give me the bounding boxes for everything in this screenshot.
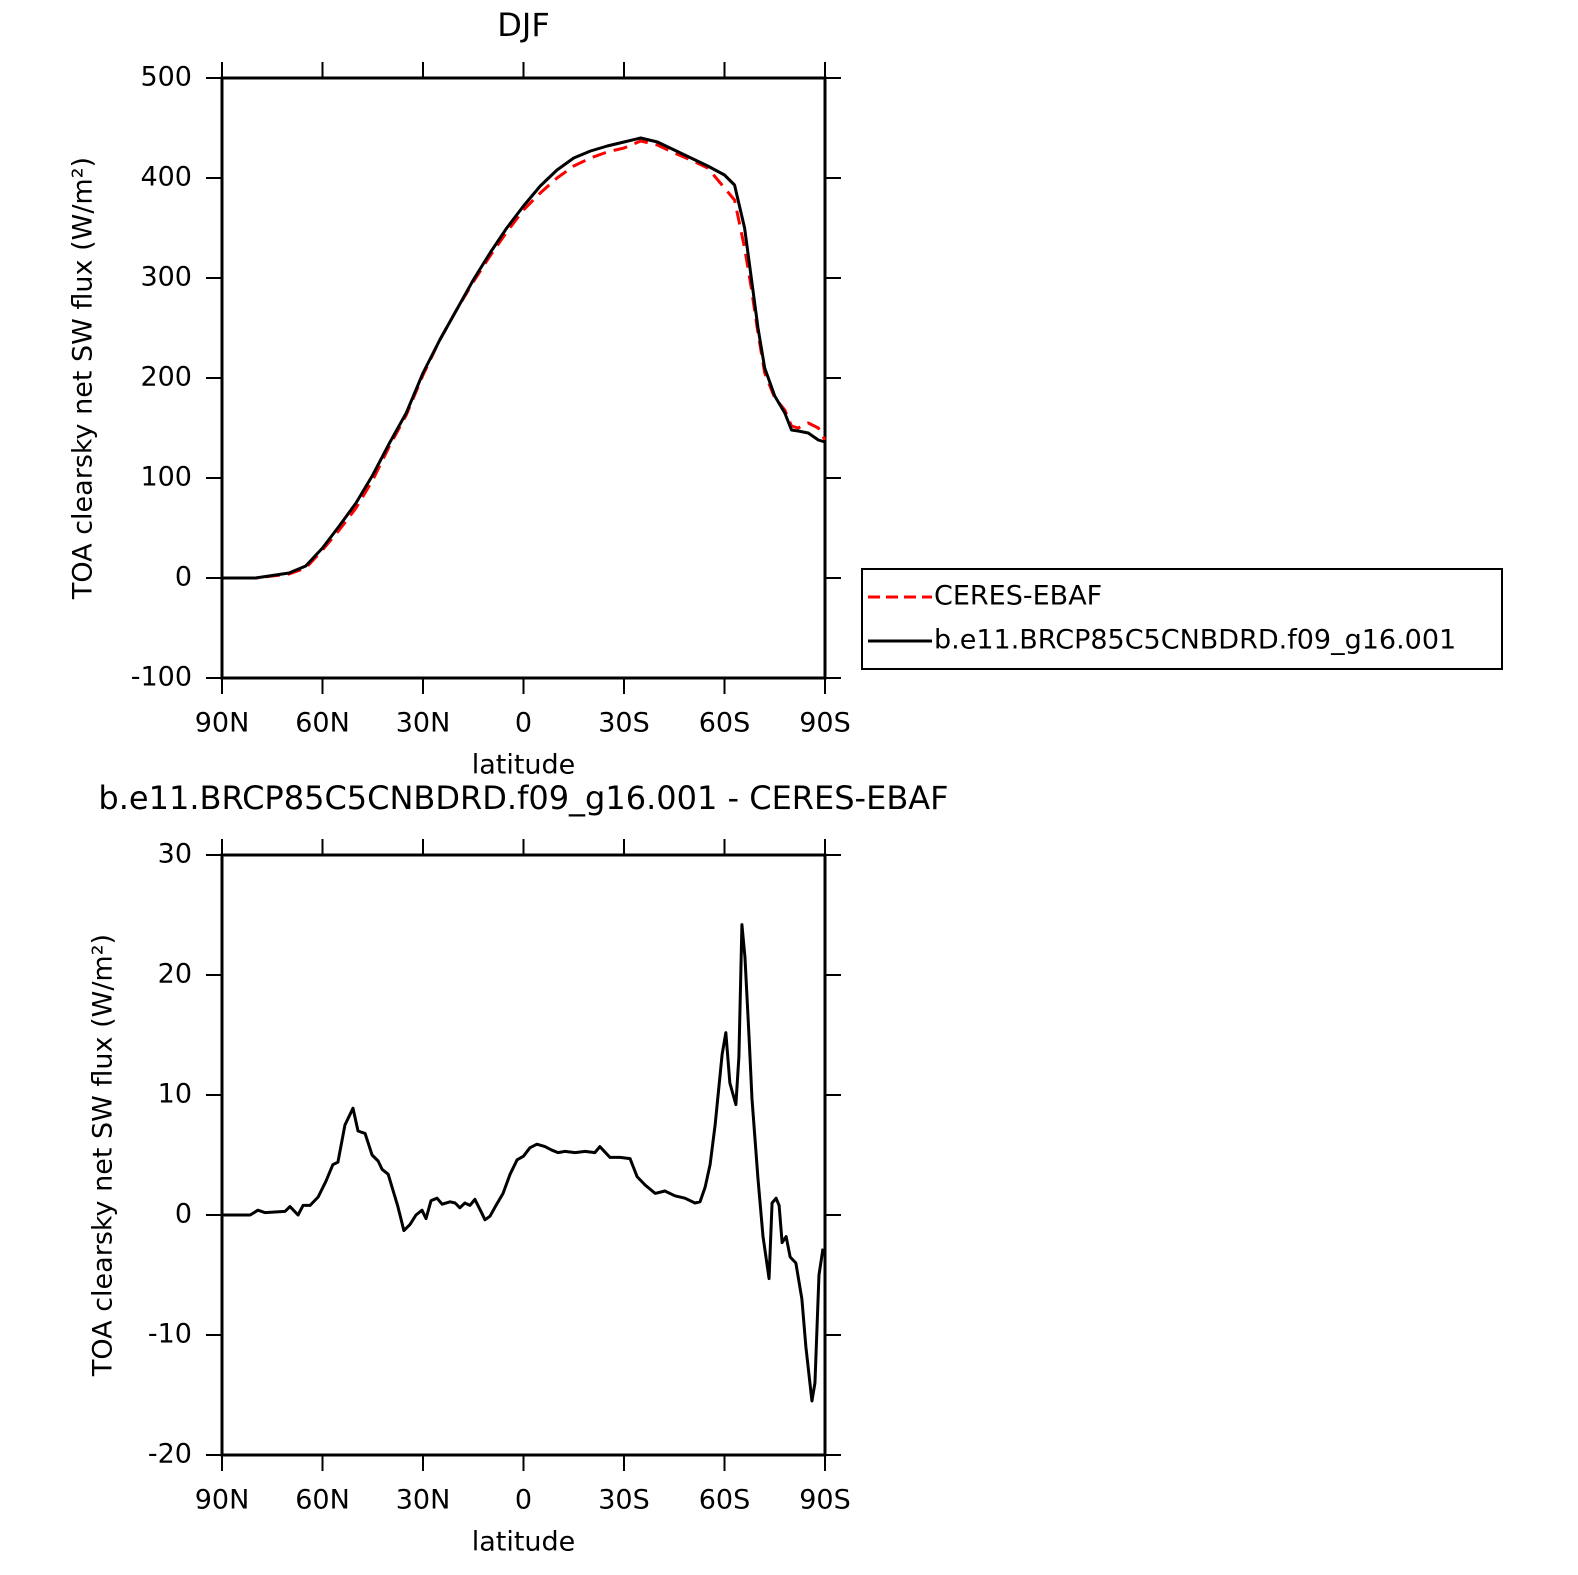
y-tick-label: 10 (158, 1079, 192, 1110)
y-tick-label: 400 (140, 162, 192, 193)
x-tick-label: 60N (295, 1485, 350, 1516)
y-tick-label: 200 (140, 362, 192, 393)
y-tick-label: -100 (131, 662, 192, 693)
y-axis-label: TOA clearsky net SW flux (W/m²) (68, 157, 99, 600)
x-tick-label: 90N (195, 708, 250, 739)
x-tick-label: 90N (195, 1485, 250, 1516)
data-line (222, 139, 827, 580)
y-tick-label: 0 (175, 562, 192, 593)
x-tick-label: 0 (515, 1485, 532, 1516)
x-tick-label: 60S (699, 1485, 751, 1516)
y-axis-label: TOA clearsky net SW flux (W/m²) (88, 934, 119, 1377)
y-tick-label: 300 (140, 262, 192, 293)
x-tick-label: 60N (295, 708, 350, 739)
x-tick-label: 30S (598, 1485, 650, 1516)
legend-label: CERES-EBAF (934, 581, 1102, 612)
y-tick-label: -20 (148, 1439, 192, 1470)
x-tick-label: 90S (799, 708, 851, 739)
x-axis-label: latitude (472, 1527, 576, 1558)
y-tick-label: 20 (158, 959, 192, 990)
plot-frame (220, 853, 827, 1457)
data-line (222, 136, 826, 580)
x-tick-label: 60S (699, 708, 751, 739)
legend-box (861, 568, 1503, 670)
chart-title: b.e11.BRCP85C5CNBDRD.f09_g16.001 - CERES… (98, 779, 948, 817)
legend-label: b.e11.BRCP85C5CNBDRD.f09_g16.001 (934, 625, 1456, 656)
x-tick-label: 0 (515, 708, 532, 739)
plot-frame (220, 76, 827, 680)
y-tick-label: 30 (158, 839, 192, 870)
y-tick-label: -10 (148, 1319, 192, 1350)
y-tick-label: 500 (140, 62, 192, 93)
y-tick-label: 0 (175, 1199, 192, 1230)
x-axis-label: latitude (472, 750, 576, 781)
chart-title: DJF (497, 6, 549, 44)
x-tick-label: 30S (598, 708, 650, 739)
x-tick-label: 30N (396, 1485, 451, 1516)
data-line (222, 923, 825, 1403)
y-tick-label: 100 (140, 462, 192, 493)
x-tick-label: 90S (799, 1485, 851, 1516)
x-tick-label: 30N (396, 708, 451, 739)
